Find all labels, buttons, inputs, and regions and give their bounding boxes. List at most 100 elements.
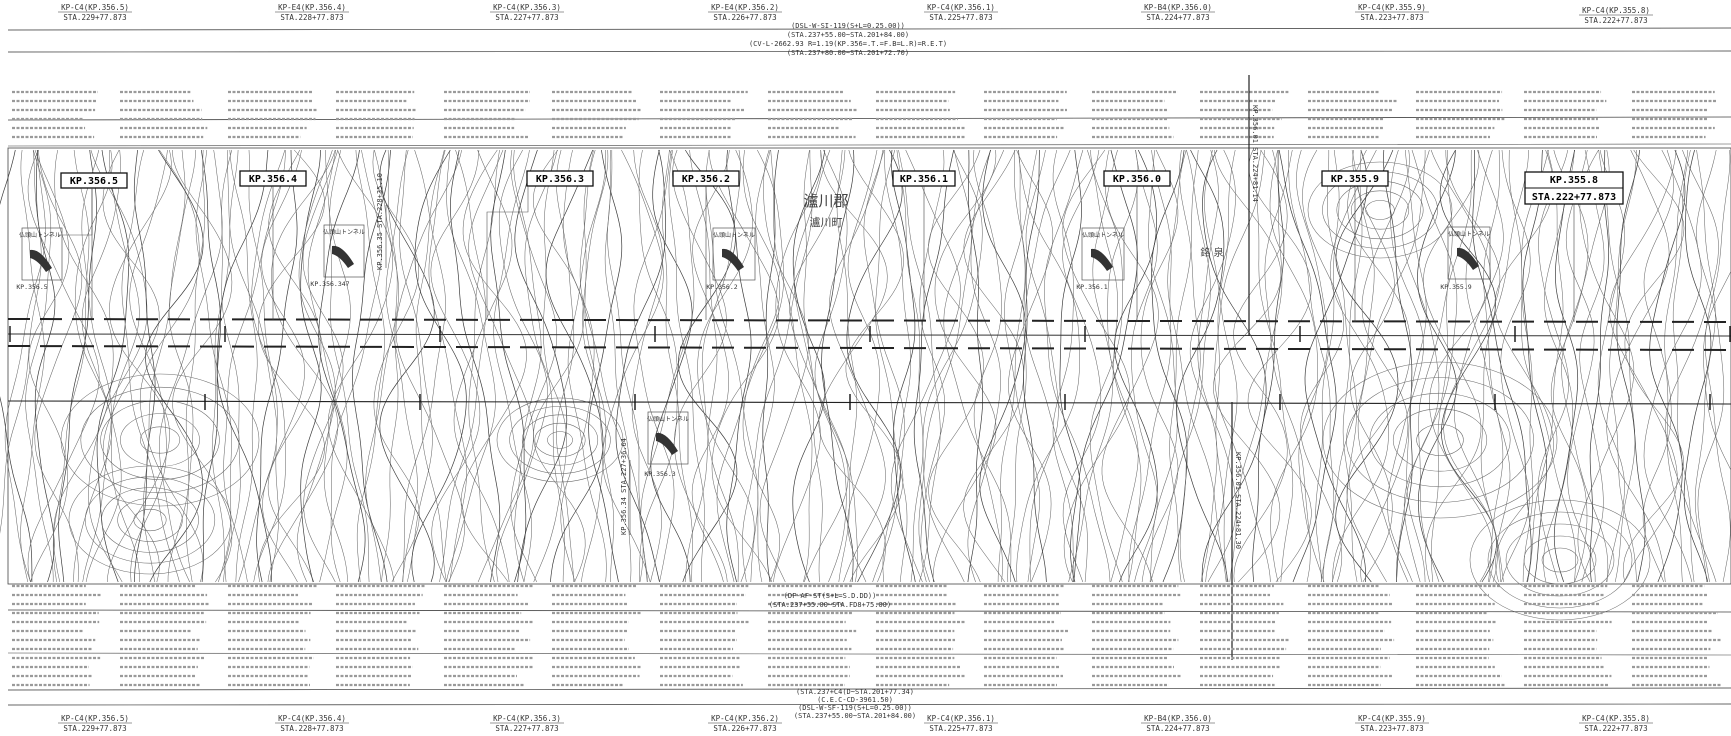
kp-markers: KP.356.5 KP.356.4 KP.356.3 KP.356.2 KP.3… [58, 170, 1624, 322]
contour-line [922, 149, 983, 583]
contour-line [1288, 150, 1335, 583]
area-name: 銘 泉 [1200, 246, 1223, 259]
contour-line [58, 149, 97, 583]
contour-line [708, 149, 780, 583]
contour-line [200, 149, 221, 583]
svg-text:KP-B4(KP.356.0): KP-B4(KP.356.0) [1144, 3, 1212, 12]
contour-line [510, 149, 558, 583]
contour-line [223, 149, 286, 583]
svg-text:STA.226+77.873: STA.226+77.873 [713, 13, 776, 22]
contour-line [678, 149, 738, 583]
hill-contour [547, 431, 573, 449]
svg-text:KP.356.4: KP.356.4 [249, 174, 297, 185]
contour-line [913, 149, 955, 583]
contour-line [96, 149, 130, 583]
svg-text:KP.356.347: KP.356.347 [310, 280, 349, 288]
contour-line [52, 149, 90, 583]
contour-line [129, 149, 168, 583]
contour-line [818, 149, 888, 583]
lower-annotation-table [7, 584, 1731, 687]
contour-line [4, 149, 46, 583]
contour-line [789, 149, 849, 583]
contour-line [430, 149, 481, 583]
contour-line [1151, 149, 1188, 583]
contour-line [1696, 149, 1725, 583]
svg-text:KP.356.1: KP.356.1 [900, 174, 948, 185]
contour-line [1346, 149, 1411, 583]
contour-line [1025, 149, 1059, 583]
hill-contour [133, 508, 167, 532]
top-station-label: KP-E4(KP.356.4) STA.228+77.873 [275, 3, 349, 22]
contour-line [1304, 149, 1368, 583]
contour-line [829, 149, 886, 583]
contour-line [159, 149, 223, 583]
contour-line [1256, 149, 1294, 583]
contour-line [705, 149, 759, 583]
svg-text:KP-B4(KP.356.0): KP-B4(KP.356.0) [1144, 714, 1212, 723]
contour-line [742, 149, 781, 583]
contour-line [1101, 149, 1159, 583]
callout-right-bottom: KP.356.01 STA.224+81.30 [1234, 452, 1242, 549]
contour-line [556, 149, 575, 583]
svg-text:STA.224+77.873: STA.224+77.873 [1146, 724, 1209, 733]
contour-line [773, 149, 822, 583]
contour-line [919, 149, 945, 583]
svg-text:KP-C4(KP.355.8): KP-C4(KP.355.8) [1582, 6, 1650, 15]
contour-line [1169, 149, 1199, 583]
callout-middle: KP.356.34 STA.227+36.64 [620, 438, 628, 535]
contour-line [1004, 149, 1040, 583]
hill-contour [1369, 392, 1511, 488]
contour-line [973, 149, 1003, 583]
top-station-labels: KP-C4(KP.356.5) STA.229+77.873 KP-E4(KP.… [58, 3, 1653, 25]
hill-contour [1523, 535, 1597, 585]
contour-line [1007, 150, 1027, 583]
hill-contour [1469, 499, 1651, 621]
contour-line [267, 149, 322, 583]
hill-contour [1365, 200, 1395, 220]
contour-line [755, 149, 775, 583]
contour-line [1233, 149, 1288, 583]
contour-line [1300, 149, 1344, 583]
hill-contour [80, 386, 240, 494]
contour-line [1140, 149, 1179, 583]
svg-text:KP.355.9: KP.355.9 [1331, 174, 1379, 185]
contour-line [399, 149, 433, 583]
bottom-station-label: KP-C4(KP.356.4) STA.228+77.873 [275, 714, 349, 733]
town-name: 瀘川町 [810, 215, 843, 229]
contour-line [997, 149, 1026, 583]
contour-line [1062, 149, 1130, 583]
svg-text:KP-C4(KP.356.1): KP-C4(KP.356.1) [927, 714, 995, 723]
header-line: (STA.237+80.00~STA.201+72.70) [787, 49, 909, 57]
contour-line [302, 149, 344, 583]
header-line: (STA.237+55.00~STA.201+84.00) [794, 712, 916, 720]
contour-line [328, 149, 395, 583]
contour-line [1128, 149, 1172, 583]
kp-marker: KP.355.8 STA.222+77.873 [1524, 171, 1624, 322]
svg-text:STA.229+77.873: STA.229+77.873 [63, 724, 126, 733]
svg-text:KP-C4(KP.356.1): KP-C4(KP.356.1) [927, 3, 995, 12]
contour-line [932, 149, 997, 583]
contour-line [1114, 149, 1158, 583]
station-ticks [9, 326, 1731, 410]
contour-line [726, 149, 752, 583]
contour-line [258, 149, 325, 583]
contour-line [792, 149, 826, 583]
kp-marker: KP.356.3 [486, 170, 594, 320]
tunnel-icon: 仏頭山トンネル KP.356.347 [310, 224, 365, 288]
svg-text:KP-E4(KP.356.2): KP-E4(KP.356.2) [711, 3, 779, 12]
contour-line [1342, 149, 1363, 583]
contour-line [1296, 149, 1329, 583]
top-station-label: KP-C4(KP.355.9) STA.223+77.873 [1355, 3, 1429, 22]
contour-line [1672, 149, 1695, 583]
svg-text:仏頭山トンネル: 仏頭山トンネル [647, 415, 689, 423]
contour-line [1189, 149, 1237, 583]
contour-line [102, 149, 160, 583]
contour-line [1543, 149, 1575, 583]
contour-line [1472, 149, 1532, 583]
contour-line [439, 149, 486, 583]
svg-text:KP.355.9: KP.355.9 [1440, 283, 1471, 291]
hill-contour [100, 400, 220, 480]
header-line: (STA.237+C4(D~STA.201+77.34) [796, 688, 914, 696]
contour-line [1417, 149, 1457, 583]
contour-line [814, 149, 848, 583]
